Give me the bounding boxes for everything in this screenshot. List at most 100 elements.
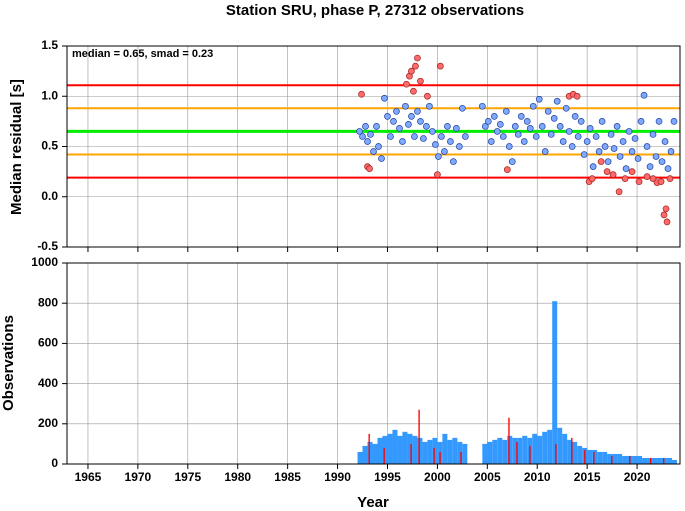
bar	[650, 457, 652, 464]
data-point	[384, 112, 391, 120]
data-point	[559, 138, 567, 145]
bar	[362, 445, 368, 464]
data-point	[378, 155, 385, 162]
bar	[517, 437, 523, 464]
bar	[433, 447, 435, 464]
data-point	[381, 94, 388, 102]
bar	[397, 435, 403, 464]
bar	[537, 435, 543, 464]
data-point	[390, 118, 397, 125]
bar	[629, 455, 631, 464]
y-axis-label: Observations	[0, 315, 17, 411]
data-point	[481, 123, 489, 130]
data-point	[493, 128, 501, 135]
bar	[492, 439, 498, 464]
data-point	[526, 125, 534, 132]
x-tick-label: 2000	[424, 470, 451, 484]
data-point	[643, 173, 651, 180]
plot-frame	[66, 262, 681, 465]
data-point	[574, 133, 582, 140]
bar	[522, 435, 528, 464]
bar	[457, 441, 463, 464]
bar	[412, 435, 418, 464]
bar	[642, 457, 648, 464]
data-point	[487, 138, 495, 145]
bar	[502, 439, 508, 464]
data-point	[588, 175, 596, 183]
data-point	[362, 123, 369, 130]
data-point	[514, 131, 522, 138]
bar	[652, 457, 658, 464]
bar	[663, 457, 665, 464]
data-point	[550, 115, 558, 122]
data-point	[459, 104, 466, 112]
data-point	[532, 133, 540, 140]
x-tick-label: 2010	[524, 470, 551, 484]
y-tick-label: 800	[38, 295, 58, 309]
data-point	[577, 118, 585, 125]
data-point	[432, 141, 439, 148]
data-point	[613, 123, 621, 130]
bar	[557, 427, 563, 464]
x-tick-label: 1965	[75, 470, 102, 484]
x-tick-label: 1990	[324, 470, 351, 484]
x-tick-label: 1970	[125, 470, 152, 484]
data-point	[359, 133, 366, 140]
x-tick-label: 2005	[474, 470, 501, 484]
annotation: median = 0.65, smad = 0.23	[72, 48, 213, 60]
data-point	[610, 145, 618, 152]
data-point	[423, 123, 430, 130]
bar	[529, 445, 531, 464]
data-point	[625, 128, 633, 135]
data-point	[649, 131, 657, 138]
bar	[382, 435, 388, 464]
bar	[487, 441, 493, 464]
x-tick-label: 2015	[574, 470, 601, 484]
data-point	[619, 138, 627, 145]
bar	[612, 453, 618, 464]
bar	[562, 433, 568, 464]
data-point	[589, 163, 597, 170]
bar	[377, 437, 383, 464]
data-point	[405, 121, 412, 128]
data-point	[652, 153, 660, 160]
bar	[392, 429, 398, 464]
data-point	[414, 107, 421, 115]
data-point	[358, 90, 365, 98]
y-tick-label: -0.5	[37, 239, 58, 253]
data-point	[424, 92, 431, 100]
data-point	[403, 80, 410, 88]
data-point	[505, 143, 513, 150]
bar	[462, 443, 468, 464]
data-point	[597, 158, 605, 165]
bar	[507, 435, 513, 464]
bar	[427, 439, 433, 464]
data-point	[592, 133, 600, 140]
data-point	[571, 112, 579, 120]
data-point	[502, 107, 510, 115]
data-point	[370, 148, 377, 155]
bar	[597, 451, 603, 464]
data-point	[373, 123, 380, 130]
data-point	[655, 118, 663, 125]
data-point	[496, 121, 504, 128]
data-point	[646, 163, 654, 170]
data-point	[366, 165, 373, 172]
bar	[592, 449, 598, 464]
data-point	[408, 112, 415, 120]
bar	[552, 301, 558, 464]
data-point	[429, 128, 436, 135]
data-point	[586, 125, 594, 132]
panel: 1965 1970 1975 1980 1985 1990 1995 2000 2005 2010…	[31, 255, 681, 484]
bar	[497, 437, 503, 464]
data-point	[664, 165, 672, 172]
data-point	[444, 123, 451, 130]
data-point	[544, 107, 552, 115]
bar	[410, 443, 412, 464]
bar	[439, 451, 441, 464]
bar	[442, 433, 448, 464]
bar	[617, 453, 623, 464]
x-axis-label: Year	[357, 494, 389, 511]
bar	[387, 433, 393, 464]
